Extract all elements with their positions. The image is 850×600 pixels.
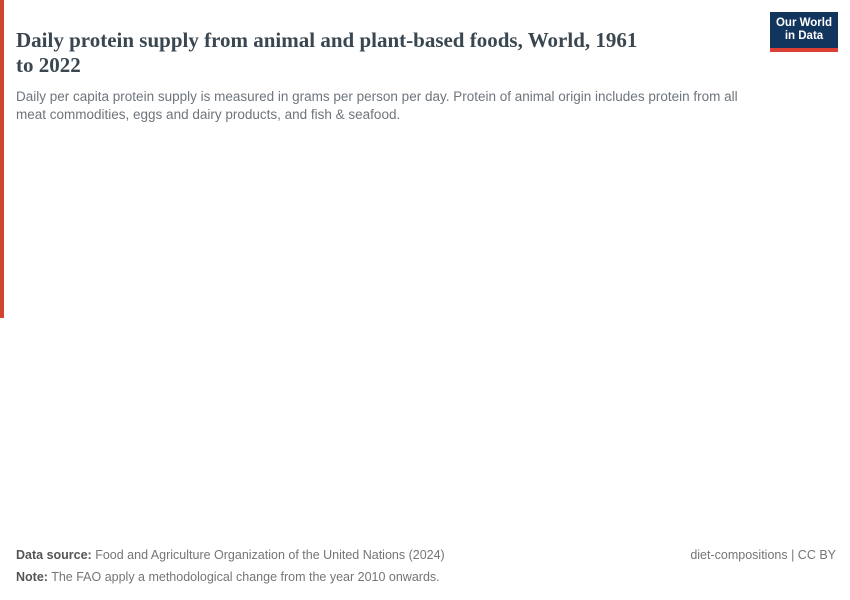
note-text: The FAO apply a methodological change fr… [47,570,440,584]
data-source-label: Data source: [16,548,92,562]
credit-line: diet-compositions | CC BY [690,548,836,562]
chart-subtitle-line2: meat commodities, eggs and dairy product… [16,106,401,122]
owid-logo-line2: in Data [784,30,824,42]
left-accent-bar [0,0,4,318]
chart-subtitle: Daily per capita protein supply is measu… [16,88,826,124]
data-source-line: Data source: Food and Agriculture Organi… [16,548,445,562]
chart-title: Daily protein supply from animal and pla… [16,28,736,78]
owid-logo[interactable]: Our World in Data [770,12,838,52]
owid-logo-line1: Our World [775,16,832,29]
chart-subtitle-line1: Daily per capita protein supply is measu… [16,88,738,104]
data-source-text: Food and Agriculture Organization of the… [91,548,445,562]
chart-title-line1: Daily protein supply from animal and pla… [16,28,638,53]
note-label: Note: [16,570,48,584]
note-line: Note: The FAO apply a methodological cha… [16,570,440,584]
chart-title-line2: to 2022 [16,53,81,78]
chart-footer: Data source: Food and Agriculture Organi… [0,544,850,600]
